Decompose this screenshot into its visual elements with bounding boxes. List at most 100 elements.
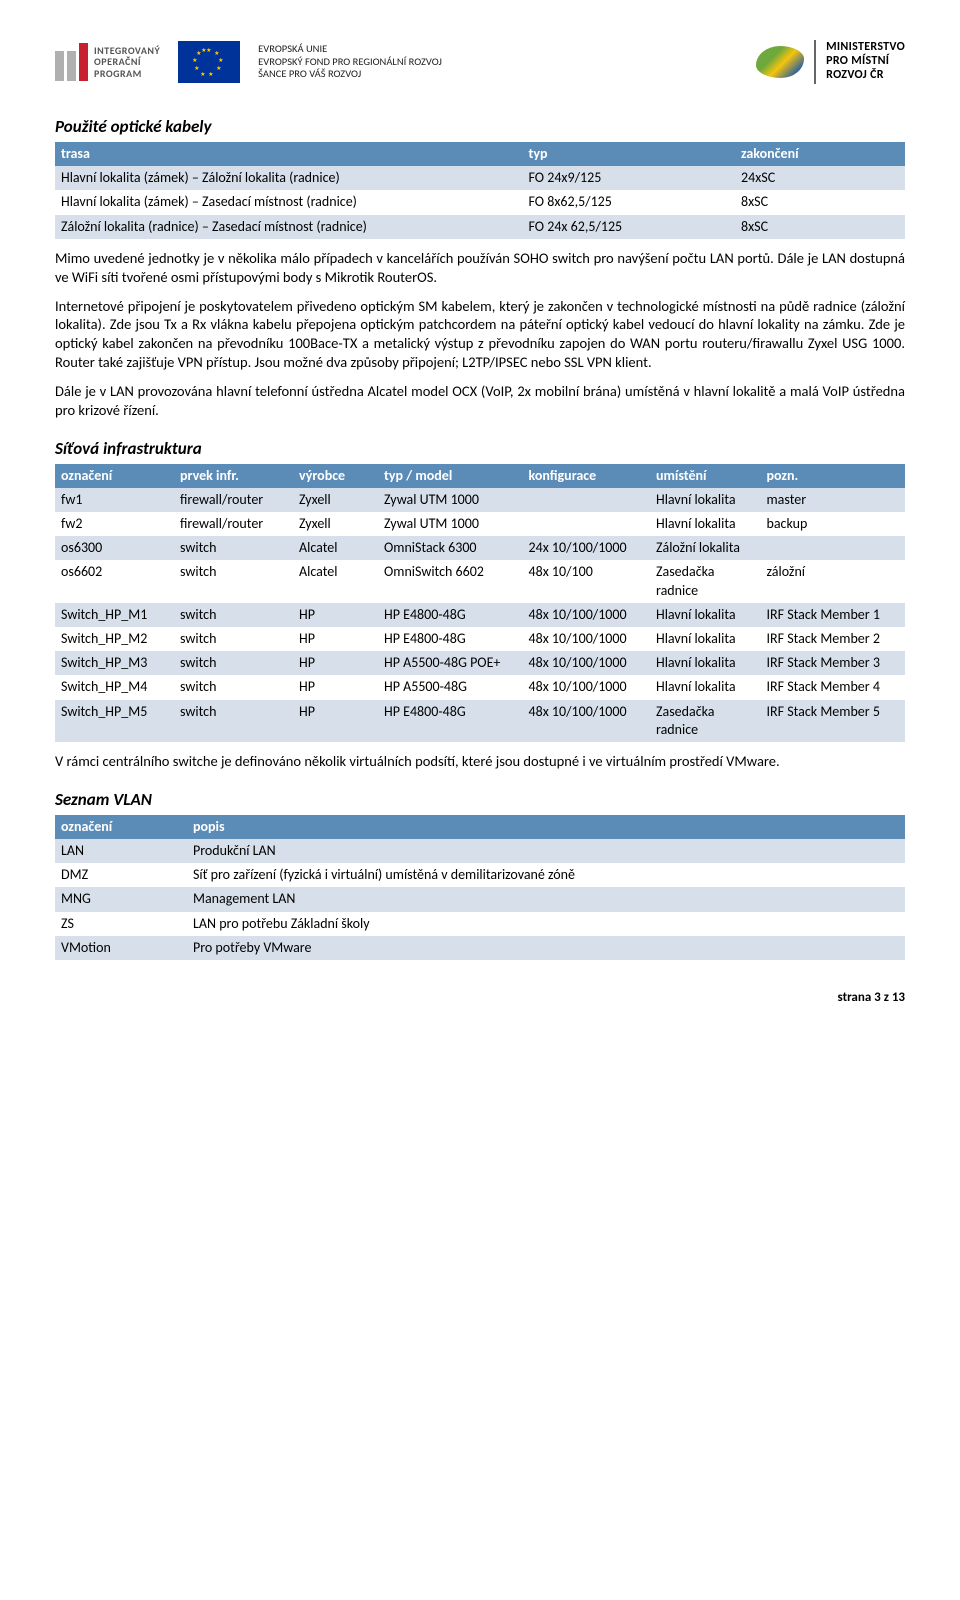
table-cell: HP: [293, 627, 378, 651]
table-cell: 48x 10/100/1000: [523, 651, 651, 675]
table-cell: ZS: [55, 912, 187, 936]
table-cell: HP E4800-48G: [378, 603, 523, 627]
table-cell: Hlavní lokalita: [650, 603, 761, 627]
table-cell: Hlavní lokalita (zámek) – Zasedací místn…: [55, 190, 523, 214]
table-cell: Alcatel: [293, 536, 378, 560]
table-cell: firewall/router: [174, 512, 293, 536]
table-cell: Switch_HP_M5: [55, 700, 174, 742]
table-cell: Hlavní lokalita: [650, 675, 761, 699]
paragraph-soho-wifi: Mimo uvedené jednotky je v několika málo…: [55, 249, 905, 287]
table-cell: Zasedačka radnice: [650, 700, 761, 742]
table-row: MNGManagement LAN: [55, 887, 905, 911]
mmr-swirl-icon: [756, 46, 804, 78]
table-cell: 24x 10/100/1000: [523, 536, 651, 560]
table-cell: Hlavní lokalita: [650, 651, 761, 675]
table-cell: IRF Stack Member 1: [761, 603, 906, 627]
table-cell: 8xSC: [735, 215, 905, 239]
table-row: fw2firewall/routerZyxellZywal UTM 1000Hl…: [55, 512, 905, 536]
table-cell: fw1: [55, 488, 174, 512]
iop-bar-red-icon: [79, 43, 88, 81]
table-cell: [761, 536, 906, 560]
table-header-cell: pozn.: [761, 464, 906, 488]
table-cell: os6300: [55, 536, 174, 560]
table-cell: Zyxell: [293, 512, 378, 536]
page-footer: strana 3 z 13: [55, 990, 905, 1007]
table-cell: Hlavní lokalita: [650, 488, 761, 512]
table-cell: Zywal UTM 1000: [378, 488, 523, 512]
table-cell: IRF Stack Member 4: [761, 675, 906, 699]
table-cell: Pro potřeby VMware: [187, 936, 905, 960]
table-cell: 48x 10/100/1000: [523, 603, 651, 627]
table-header-cell: konfigurace: [523, 464, 651, 488]
table-cell: HP E4800-48G: [378, 700, 523, 742]
table-row: os6602switchAlcatelOmniSwitch 660248x 10…: [55, 560, 905, 602]
table-cell: Záložní lokalita: [650, 536, 761, 560]
eu-stars-ring-icon: ★ ★ ★ ★ ★ ★ ★ ★ ★ ★: [194, 47, 224, 77]
table-cell: FO 24x9/125: [523, 166, 736, 190]
mmr-logo-text: MINISTERSTVO PRO MÍSTNÍ ROZVOJ ČR: [826, 41, 905, 82]
table-cell: LAN: [55, 839, 187, 863]
table-cell: HP A5500-48G: [378, 675, 523, 699]
table-cell: OmniStack 6300: [378, 536, 523, 560]
table-cell: [523, 488, 651, 512]
table-cell: HP: [293, 603, 378, 627]
table-cell: 48x 10/100/1000: [523, 700, 651, 742]
table-cell: HP: [293, 700, 378, 742]
table-cell: IRF Stack Member 5: [761, 700, 906, 742]
table-cell: [523, 512, 651, 536]
table-cell: switch: [174, 675, 293, 699]
table-cell: OmniSwitch 6602: [378, 560, 523, 602]
table-header-row: označeníprvek infr.výrobcetyp / modelkon…: [55, 464, 905, 488]
table-cell: switch: [174, 627, 293, 651]
th-popis: popis: [187, 815, 905, 839]
iop-bar-grey-icon: [55, 51, 64, 81]
table-cell: 24xSC: [735, 166, 905, 190]
table-header-cell: umístění: [650, 464, 761, 488]
table-cell: Zyxell: [293, 488, 378, 512]
table-cell: FO 8x62,5/125: [523, 190, 736, 214]
th-oznaceni: označení: [55, 815, 187, 839]
table-cell: firewall/router: [174, 488, 293, 512]
vertical-divider-icon: [814, 40, 816, 84]
table-cell: IRF Stack Member 3: [761, 651, 906, 675]
table-cell: switch: [174, 651, 293, 675]
table-header-cell: typ / model: [378, 464, 523, 488]
table-cell: Switch_HP_M3: [55, 651, 174, 675]
table-row: Switch_HP_M5switchHPHP E4800-48G48x 10/1…: [55, 700, 905, 742]
table-row: Switch_HP_M1switchHPHP E4800-48G48x 10/1…: [55, 603, 905, 627]
table-cell: HP A5500-48G POE+: [378, 651, 523, 675]
th-zakonceni: zakončení: [735, 142, 905, 166]
vlan-table: označení popis LANProdukční LANDMZSíť pr…: [55, 815, 905, 960]
table-cell: Switch_HP_M4: [55, 675, 174, 699]
th-trasa: trasa: [55, 142, 523, 166]
table-cell: HP: [293, 675, 378, 699]
table-cell: 48x 10/100/1000: [523, 675, 651, 699]
table-cell: Hlavní lokalita (zámek) – Záložní lokali…: [55, 166, 523, 190]
iop-bar-grey-icon: [67, 51, 76, 81]
paragraph-vlan-intro: V rámci centrálního switche je definován…: [55, 752, 905, 771]
iop-bars-icon: [55, 43, 88, 81]
table-cell: MNG: [55, 887, 187, 911]
table-cell: Switch_HP_M1: [55, 603, 174, 627]
table-cell: Alcatel: [293, 560, 378, 602]
table-cell: Hlavní lokalita: [650, 512, 761, 536]
table-row: ZSLAN pro potřebu Základní školy: [55, 912, 905, 936]
table-header-row: označení popis: [55, 815, 905, 839]
paragraph-voip: Dále je v LAN provozována hlavní telefon…: [55, 382, 905, 420]
table-header-cell: prvek infr.: [174, 464, 293, 488]
eu-flag-icon: ★ ★ ★ ★ ★ ★ ★ ★ ★ ★: [178, 41, 240, 83]
table-cell: backup: [761, 512, 906, 536]
table-cell: LAN pro potřebu Základní školy: [187, 912, 905, 936]
table-cell: Produkční LAN: [187, 839, 905, 863]
table-cell: Záložní lokalita (radnice) – Zasedací mí…: [55, 215, 523, 239]
optical-cables-table: trasa typ zakončení Hlavní lokalita (zám…: [55, 142, 905, 239]
table-cell: Zywal UTM 1000: [378, 512, 523, 536]
table-cell: IRF Stack Member 2: [761, 627, 906, 651]
table-header-cell: označení: [55, 464, 174, 488]
table-cell: 48x 10/100/1000: [523, 627, 651, 651]
table-cell: switch: [174, 560, 293, 602]
table-cell: Switch_HP_M2: [55, 627, 174, 651]
table-cell: VMotion: [55, 936, 187, 960]
table-cell: HP E4800-48G: [378, 627, 523, 651]
table-cell: switch: [174, 536, 293, 560]
